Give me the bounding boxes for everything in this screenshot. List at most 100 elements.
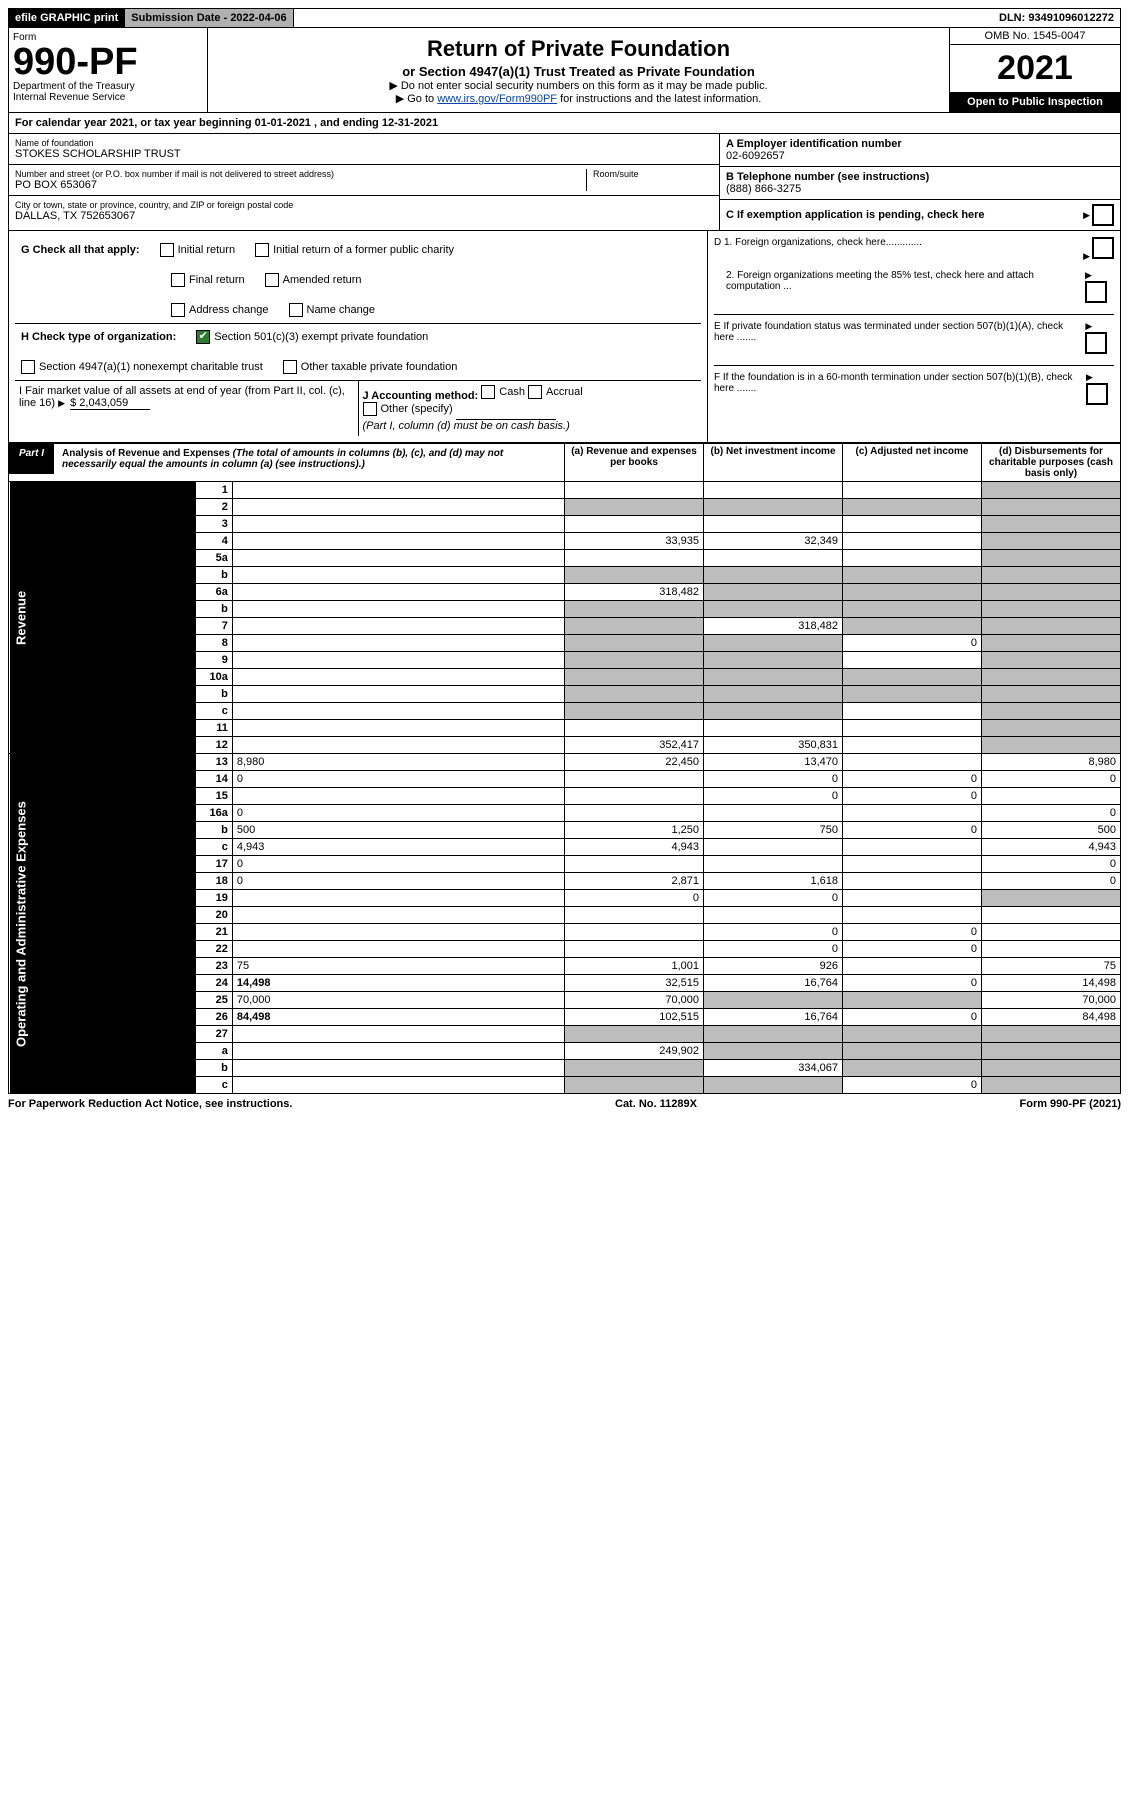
line-description — [232, 737, 564, 754]
section-options: G Check all that apply: Initial return I… — [8, 231, 1121, 443]
line-number: 7 — [195, 618, 232, 635]
g-name-change[interactable]: Name change — [289, 303, 376, 317]
cell-a — [565, 567, 704, 584]
h-opt-3: Other taxable private foundation — [301, 361, 458, 373]
form-subtitle: or Section 4947(a)(1) Trust Treated as P… — [214, 64, 943, 79]
foundation-name: STOKES SCHOLARSHIP TRUST — [15, 148, 713, 160]
cell-c — [843, 601, 982, 618]
line-description — [232, 686, 564, 703]
d1-checkbox[interactable] — [1092, 237, 1114, 259]
footer-mid: Cat. No. 11289X — [615, 1098, 697, 1110]
f-label: F If the foundation is in a 60-month ter… — [714, 372, 1080, 394]
cell-c — [843, 873, 982, 890]
city-cell: City or town, state or province, country… — [9, 196, 719, 226]
cell-a: 1,250 — [565, 822, 704, 839]
g-amended-return[interactable]: Amended return — [265, 273, 362, 287]
cell-b — [704, 584, 843, 601]
line-description — [232, 635, 564, 652]
tax-year: 2021 — [950, 45, 1120, 92]
cell-d — [982, 567, 1121, 584]
cell-b — [704, 652, 843, 669]
g-opt-2: Address change — [189, 304, 269, 316]
omb-number: OMB No. 1545-0047 — [950, 28, 1120, 45]
col-d-header: (d) Disbursements for charitable purpose… — [982, 444, 1121, 482]
d2-label: 2. Foreign organizations meeting the 85%… — [714, 270, 1079, 292]
header-left: Form 990-PF Department of the Treasury I… — [9, 28, 208, 112]
cell-a — [565, 669, 704, 686]
cell-a — [565, 907, 704, 924]
cell-c — [843, 1026, 982, 1043]
h-4947[interactable]: Section 4947(a)(1) nonexempt charitable … — [21, 360, 263, 374]
room-label: Room/suite — [593, 169, 713, 179]
goto-post: for instructions and the latest informat… — [560, 93, 761, 105]
form-url-link[interactable]: www.irs.gov/Form990PF — [437, 93, 557, 105]
dept-label: Department of the Treasury — [13, 81, 203, 92]
c-checkbox[interactable] — [1092, 204, 1114, 226]
cell-a — [565, 720, 704, 737]
footer-left: For Paperwork Reduction Act Notice, see … — [8, 1098, 292, 1110]
line-description — [232, 703, 564, 720]
cell-a: 249,902 — [565, 1043, 704, 1060]
cell-c: 0 — [843, 924, 982, 941]
cell-c: 0 — [843, 635, 982, 652]
line-description — [232, 567, 564, 584]
arrow-icon — [1086, 372, 1095, 383]
cell-a: 22,450 — [565, 754, 704, 771]
j-note: (Part I, column (d) must be on cash basi… — [363, 420, 570, 432]
cell-d — [982, 924, 1121, 941]
line-number: 22 — [195, 941, 232, 958]
line-description: 0 — [232, 805, 564, 822]
g-initial-return[interactable]: Initial return — [160, 243, 235, 257]
cell-d: 8,980 — [982, 754, 1121, 771]
cell-d — [982, 601, 1121, 618]
j-accrual[interactable]: Accrual — [528, 385, 583, 399]
cell-c — [843, 652, 982, 669]
j-other[interactable]: Other (specify) — [363, 402, 453, 416]
line-description — [232, 924, 564, 941]
line-description — [232, 907, 564, 924]
h-501c3[interactable]: ✔Section 501(c)(3) exempt private founda… — [196, 330, 428, 344]
cell-b: 750 — [704, 822, 843, 839]
cell-d — [982, 1077, 1121, 1094]
h-other-taxable[interactable]: Other taxable private foundation — [283, 360, 458, 374]
line-number: 15 — [195, 788, 232, 805]
g-address-change[interactable]: Address change — [171, 303, 269, 317]
cell-b: 0 — [704, 771, 843, 788]
cal-pre: For calendar year 2021, or tax year begi… — [15, 117, 255, 129]
address-label: Number and street (or P.O. box number if… — [15, 169, 586, 179]
cell-b: 13,470 — [704, 754, 843, 771]
cell-a — [565, 516, 704, 533]
i-value: $ 2,043,059 — [70, 397, 150, 410]
cell-d — [982, 686, 1121, 703]
cell-d — [982, 669, 1121, 686]
cell-d — [982, 720, 1121, 737]
cell-d — [982, 635, 1121, 652]
f-checkbox[interactable] — [1086, 383, 1108, 405]
cell-a: 70,000 — [565, 992, 704, 1009]
cell-a — [565, 686, 704, 703]
foundation-name-cell: Name of foundation STOKES SCHOLARSHIP TR… — [9, 134, 719, 165]
cell-a: 2,871 — [565, 873, 704, 890]
cell-d: 0 — [982, 856, 1121, 873]
g-initial-former[interactable]: Initial return of a former public charit… — [255, 243, 454, 257]
line-description: 0 — [232, 856, 564, 873]
cell-d: 84,498 — [982, 1009, 1121, 1026]
cell-a — [565, 635, 704, 652]
line-description: 500 — [232, 822, 564, 839]
g-final-return[interactable]: Final return — [171, 273, 245, 287]
line-description — [232, 1043, 564, 1060]
cell-b: 16,764 — [704, 1009, 843, 1026]
line-description — [232, 652, 564, 669]
cell-c — [843, 618, 982, 635]
line-description — [232, 669, 564, 686]
ein-value: 02-6092657 — [726, 150, 1114, 162]
e-checkbox[interactable] — [1085, 332, 1107, 354]
line-number: 13 — [195, 754, 232, 771]
j-cash[interactable]: Cash — [481, 385, 525, 399]
line-description: 70,000 — [232, 992, 564, 1009]
j-other-line — [456, 407, 556, 420]
d2-checkbox[interactable] — [1085, 281, 1107, 303]
cell-d — [982, 516, 1121, 533]
cell-a — [565, 652, 704, 669]
cell-c — [843, 533, 982, 550]
